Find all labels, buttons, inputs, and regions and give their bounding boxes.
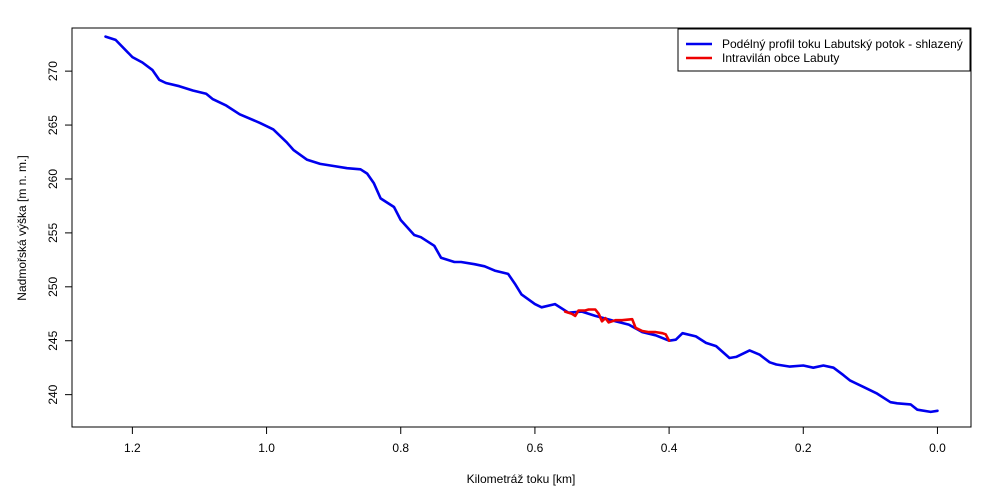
x-axis: 1.2 1.0 0.8 0.6 0.4 0.2 0.0 [124,427,946,455]
legend-label-intravilan: Intravilán obce Labuty [722,51,839,65]
y-tick-label: 265 [46,115,60,135]
legend-label-profile: Podélný profil toku Labutský potok - shl… [722,37,963,51]
x-tick-label: 0.4 [661,441,678,455]
x-tick-label: 1.2 [124,441,141,455]
y-tick-label: 260 [46,169,60,189]
series-line-intravilan [563,308,671,343]
x-tick-label: 1.0 [258,441,275,455]
x-axis-title: Kilometráž toku [km] [467,472,576,486]
y-axis: 240 245 250 255 260 265 270 [46,61,72,405]
x-tick-label: 0.6 [527,441,544,455]
x-tick-label: 0.0 [929,441,946,455]
legend-box [677,28,971,72]
plot-frame [71,27,972,428]
y-axis-title: Nadmořská výška [m n. m.] [15,155,29,300]
legend: Podélný profil toku Labutský potok - shl… [677,28,971,72]
series-layer [104,35,939,414]
y-tick-label: 270 [46,61,60,81]
y-tick-label: 255 [46,223,60,243]
y-tick-label: 240 [46,384,60,404]
series-line-profile [104,35,939,414]
y-tick-label: 245 [46,330,60,350]
x-tick-label: 0.2 [795,441,812,455]
y-tick-label: 250 [46,276,60,296]
x-tick-label: 0.8 [392,441,409,455]
